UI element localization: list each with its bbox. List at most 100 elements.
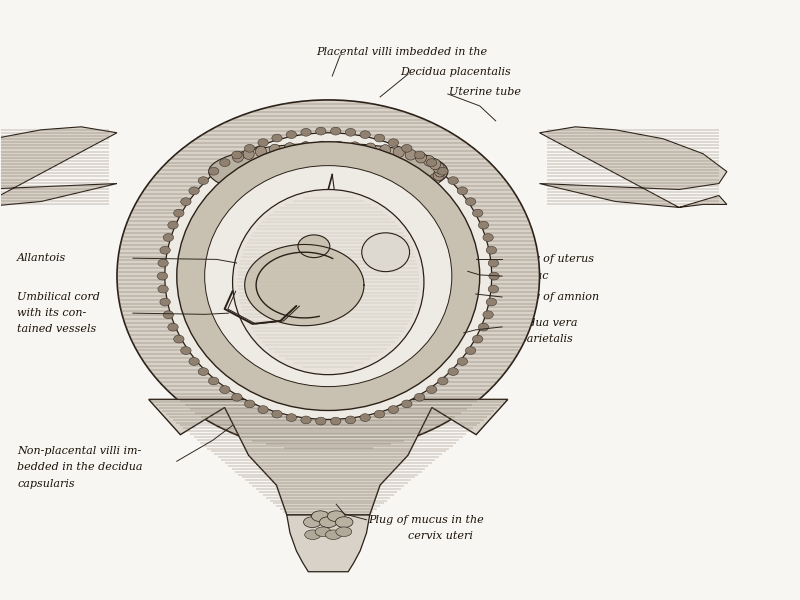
Ellipse shape	[311, 511, 329, 521]
Ellipse shape	[326, 530, 342, 539]
Ellipse shape	[448, 368, 458, 376]
Ellipse shape	[380, 188, 391, 199]
Ellipse shape	[478, 221, 489, 229]
Ellipse shape	[374, 410, 385, 418]
Ellipse shape	[181, 347, 191, 355]
Ellipse shape	[350, 191, 360, 202]
Ellipse shape	[330, 417, 341, 425]
Ellipse shape	[298, 235, 330, 257]
Ellipse shape	[365, 143, 376, 154]
Ellipse shape	[189, 358, 199, 365]
Ellipse shape	[165, 133, 492, 419]
Ellipse shape	[393, 185, 404, 196]
Ellipse shape	[426, 386, 437, 394]
Ellipse shape	[380, 145, 391, 155]
Ellipse shape	[483, 311, 494, 319]
Ellipse shape	[486, 298, 497, 306]
Ellipse shape	[245, 400, 255, 408]
Ellipse shape	[458, 187, 467, 194]
Ellipse shape	[158, 285, 168, 293]
Text: with its con-: with its con-	[18, 308, 86, 318]
Ellipse shape	[301, 128, 311, 136]
Ellipse shape	[209, 167, 219, 175]
Ellipse shape	[466, 347, 476, 355]
Ellipse shape	[438, 377, 448, 385]
Ellipse shape	[466, 198, 476, 206]
Ellipse shape	[360, 131, 370, 139]
Ellipse shape	[205, 166, 452, 386]
Text: tained vessels: tained vessels	[18, 324, 97, 334]
Ellipse shape	[174, 209, 184, 217]
Ellipse shape	[305, 530, 321, 539]
Ellipse shape	[168, 221, 178, 229]
Ellipse shape	[402, 400, 412, 408]
Ellipse shape	[388, 406, 398, 413]
Ellipse shape	[198, 368, 209, 376]
Ellipse shape	[430, 173, 441, 184]
Ellipse shape	[483, 233, 494, 241]
Ellipse shape	[160, 247, 170, 254]
Ellipse shape	[415, 152, 426, 163]
Ellipse shape	[426, 159, 437, 167]
Ellipse shape	[220, 386, 230, 394]
Ellipse shape	[473, 209, 483, 217]
Ellipse shape	[415, 180, 426, 191]
Text: Allantois: Allantois	[18, 253, 66, 263]
Text: Non-placental villi im-: Non-placental villi im-	[18, 446, 142, 455]
Text: Uterine tube: Uterine tube	[450, 87, 522, 97]
Ellipse shape	[448, 177, 458, 185]
Ellipse shape	[405, 183, 416, 194]
Ellipse shape	[438, 167, 448, 175]
Ellipse shape	[350, 142, 360, 152]
Ellipse shape	[163, 311, 174, 319]
Ellipse shape	[245, 145, 255, 152]
Ellipse shape	[232, 151, 243, 162]
Ellipse shape	[374, 134, 385, 142]
Text: Cavity of amnion: Cavity of amnion	[504, 292, 598, 302]
Ellipse shape	[430, 159, 441, 170]
Ellipse shape	[316, 417, 326, 425]
Text: Plug of mucus in the: Plug of mucus in the	[368, 515, 484, 525]
Ellipse shape	[158, 259, 168, 267]
Ellipse shape	[255, 146, 266, 157]
Ellipse shape	[286, 414, 297, 421]
Ellipse shape	[243, 184, 254, 194]
Ellipse shape	[233, 190, 424, 374]
Ellipse shape	[393, 147, 404, 158]
Ellipse shape	[317, 141, 328, 152]
Ellipse shape	[316, 127, 326, 135]
Ellipse shape	[189, 187, 199, 194]
Ellipse shape	[117, 100, 539, 452]
Ellipse shape	[301, 416, 311, 424]
Text: Yolk-sac: Yolk-sac	[504, 271, 549, 281]
Ellipse shape	[255, 186, 266, 197]
Ellipse shape	[158, 272, 168, 280]
Ellipse shape	[423, 177, 434, 188]
Text: Cavity of uterus: Cavity of uterus	[504, 254, 594, 265]
Text: Placental villi imbedded in the: Placental villi imbedded in the	[316, 47, 487, 57]
Ellipse shape	[258, 406, 268, 413]
Text: Decidua placentalis: Decidua placentalis	[400, 67, 510, 77]
Ellipse shape	[232, 394, 242, 401]
Ellipse shape	[346, 128, 356, 136]
Ellipse shape	[405, 149, 416, 160]
Ellipse shape	[258, 139, 268, 146]
Ellipse shape	[209, 143, 448, 200]
Ellipse shape	[360, 414, 370, 421]
Ellipse shape	[365, 190, 376, 200]
Ellipse shape	[414, 394, 425, 401]
Ellipse shape	[414, 151, 425, 159]
Ellipse shape	[346, 416, 356, 424]
Ellipse shape	[220, 159, 230, 167]
Ellipse shape	[315, 527, 331, 536]
Ellipse shape	[270, 188, 281, 199]
Ellipse shape	[423, 155, 434, 166]
Ellipse shape	[327, 511, 345, 521]
Ellipse shape	[198, 177, 209, 185]
Ellipse shape	[433, 163, 444, 173]
Ellipse shape	[181, 198, 191, 206]
Ellipse shape	[168, 323, 178, 331]
Text: Decidua vera: Decidua vera	[504, 317, 578, 328]
Ellipse shape	[270, 144, 281, 155]
Ellipse shape	[433, 170, 444, 181]
